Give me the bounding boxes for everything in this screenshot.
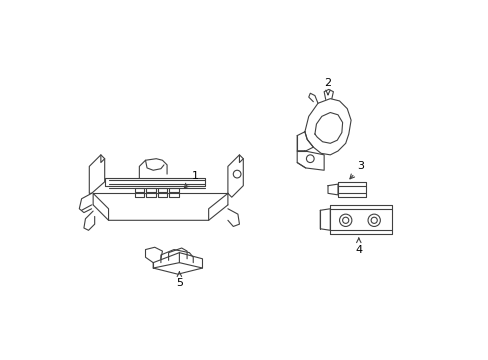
Text: 3: 3 — [349, 161, 364, 179]
Text: 4: 4 — [354, 238, 362, 255]
Text: 2: 2 — [324, 78, 331, 95]
Text: 5: 5 — [176, 272, 183, 288]
Text: 1: 1 — [184, 171, 199, 188]
